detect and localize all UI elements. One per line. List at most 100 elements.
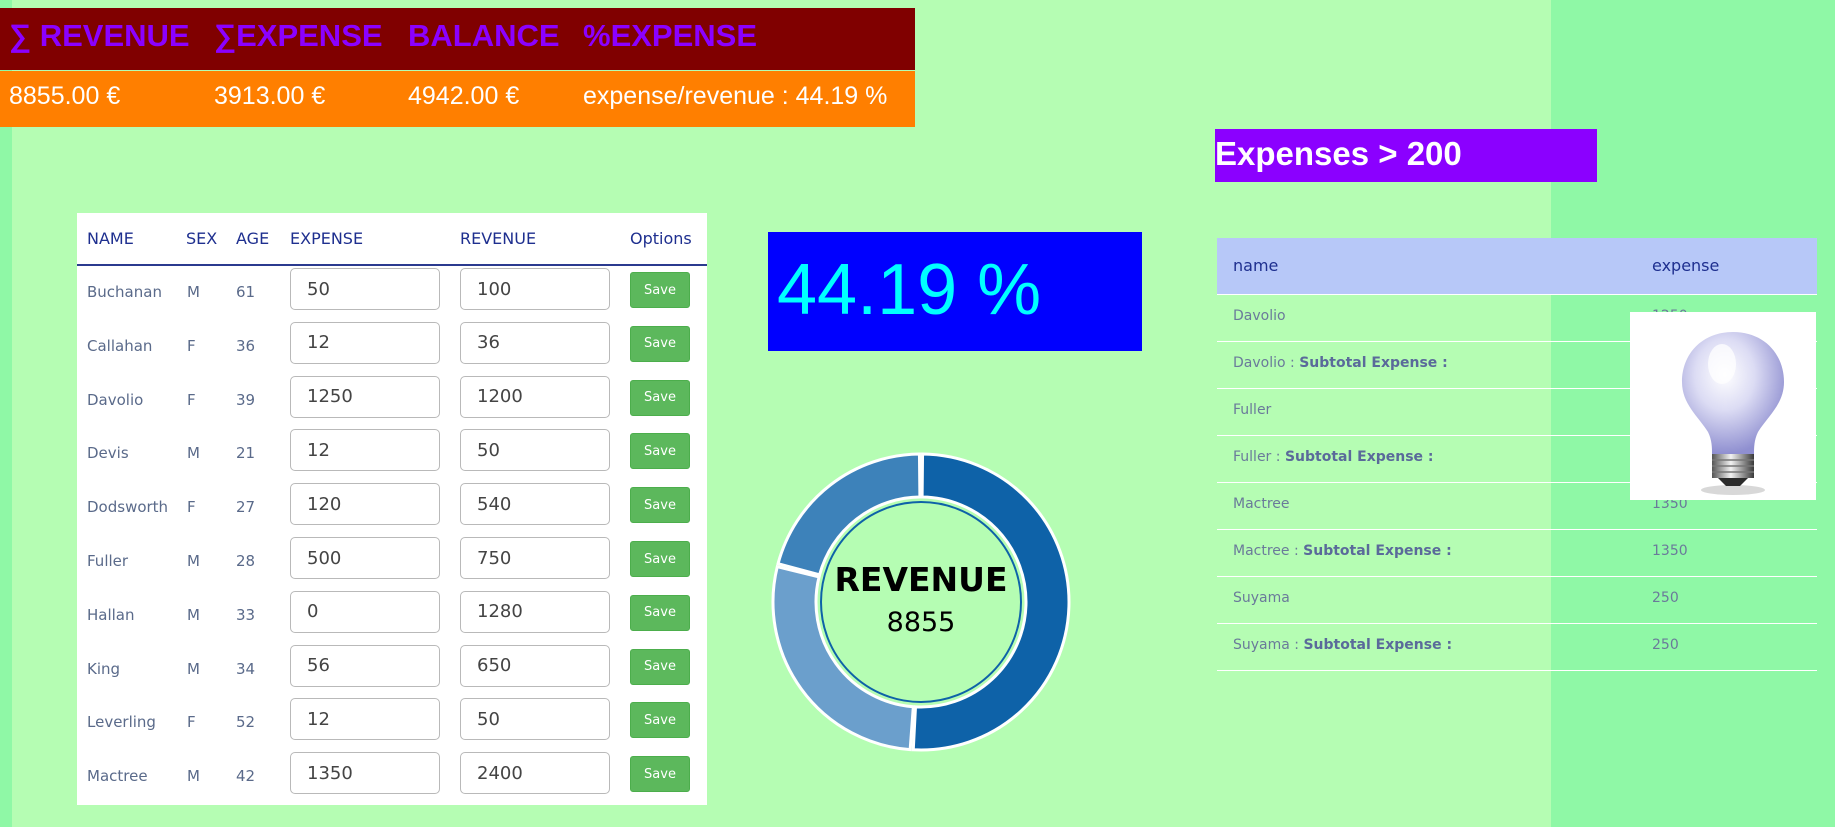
save-button[interactable]: Save <box>630 702 690 739</box>
row-age: 42 <box>236 767 256 786</box>
summary-header-expense: ∑EXPENSE <box>214 18 383 53</box>
row-age: 36 <box>236 336 256 355</box>
expenses-row-name: Suyama <box>1233 637 1290 653</box>
revenue-input[interactable] <box>460 644 610 687</box>
expenses-row-name: Fuller <box>1233 449 1272 465</box>
expenses-subtotal-row: Suyama : Subtotal Expense : 250 <box>1217 624 1817 671</box>
revenue-input[interactable] <box>460 375 610 418</box>
table-row: Leverling F 52 Save <box>77 697 707 751</box>
row-sex: M <box>187 283 200 301</box>
table-row: Davolio F 39 Save <box>77 375 707 429</box>
column-header-revenue: REVENUE <box>460 229 537 248</box>
summary-header-revenue: ∑ REVENUE <box>9 18 190 53</box>
summary-header-row: ∑ REVENUE ∑EXPENSE BALANCE %EXPENSE <box>0 8 915 70</box>
expenses-row-name: Davolio <box>1233 355 1286 371</box>
expenses-row-name: Fuller <box>1233 402 1272 418</box>
row-sex: M <box>187 552 200 570</box>
revenue-input[interactable] <box>460 321 610 364</box>
table-row: Hallan M 33 Save <box>77 590 707 644</box>
expense-percent-display: 44.19 % <box>768 232 1142 351</box>
revenue-input[interactable] <box>460 590 610 633</box>
row-age: 33 <box>236 605 256 624</box>
expenses-row-value: 250 <box>1652 590 1679 606</box>
summary-header-balance: BALANCE <box>408 18 560 53</box>
row-sex: M <box>187 659 200 678</box>
expense-input[interactable] <box>290 268 440 310</box>
expenses-row-value: 250 <box>1652 637 1679 653</box>
expenses-column-expense: expense <box>1652 256 1720 275</box>
row-sex: M <box>187 605 200 624</box>
expense-input[interactable] <box>290 698 440 741</box>
summary-values-row: 8855.00 € 3913.00 € 4942.00 € expense/re… <box>0 71 915 127</box>
row-age: 39 <box>236 390 256 409</box>
save-button[interactable]: Save <box>630 325 690 362</box>
row-age: 27 <box>236 498 256 517</box>
revenue-input[interactable] <box>460 429 610 472</box>
expenses-row-name: Mactree <box>1233 496 1290 512</box>
column-header-sex: SEX <box>186 229 218 248</box>
save-button[interactable]: Save <box>630 756 690 793</box>
save-button[interactable]: Save <box>630 379 690 416</box>
expenses-row-name-cell: Fuller : Subtotal Expense : <box>1233 449 1434 465</box>
row-sex: F <box>187 390 196 409</box>
revenue-input[interactable] <box>460 483 610 526</box>
save-button[interactable]: Save <box>630 487 690 524</box>
left-background-strip <box>0 0 12 827</box>
save-button[interactable]: Save <box>630 272 690 308</box>
donut-segment <box>776 452 922 577</box>
subtotal-label: Subtotal Expense : <box>1299 355 1448 371</box>
table-row: Mactree M 42 Save <box>77 751 707 805</box>
expenses-row: Mactree 1350 <box>1217 483 1817 530</box>
expenses-over-200-title: Expenses > 200 <box>1215 129 1597 182</box>
row-sex: M <box>187 444 200 463</box>
column-header-name: NAME <box>87 229 134 248</box>
row-name: King <box>87 659 121 678</box>
expenses-subtotal-row: Mactree : Subtotal Expense : 1350 <box>1217 530 1817 577</box>
row-name: Dodsworth <box>87 498 169 517</box>
expenses-row-value: 1350 <box>1652 496 1688 512</box>
table-row: King M 34 Save <box>77 644 707 698</box>
subtotal-label: Subtotal Expense : <box>1303 637 1453 653</box>
expense-input[interactable] <box>290 644 440 687</box>
save-button[interactable]: Save <box>630 594 690 631</box>
table-row: Buchanan M 61 Save <box>77 267 707 321</box>
row-name: Devis <box>87 444 129 463</box>
expense-input[interactable] <box>290 590 440 633</box>
expenses-row-name-cell: Davolio : Subtotal Expense : <box>1233 355 1448 371</box>
expense-input[interactable] <box>290 375 440 418</box>
expense-input[interactable] <box>290 537 440 579</box>
row-sex: M <box>187 767 200 786</box>
expense-input[interactable] <box>290 429 440 472</box>
row-sex: F <box>187 713 196 732</box>
summary-value-percent-expense: expense/revenue : 44.19 % <box>583 82 888 110</box>
expense-input[interactable] <box>290 321 440 364</box>
expenses-table-header: name expense <box>1217 238 1817 295</box>
save-button[interactable]: Save <box>630 541 690 577</box>
row-age: 28 <box>236 552 256 570</box>
row-age: 21 <box>236 444 256 463</box>
revenue-input[interactable] <box>460 268 610 310</box>
expenses-row-name-cell: Suyama <box>1233 590 1290 606</box>
subtotal-label: Subtotal Expense : <box>1303 543 1452 559</box>
row-sex: F <box>187 498 196 517</box>
expenses-row-value: 1350 <box>1652 543 1688 559</box>
expense-input[interactable] <box>290 752 440 795</box>
column-header-options: Options <box>630 229 692 248</box>
row-age: 34 <box>236 659 256 678</box>
revenue-input[interactable] <box>460 537 610 579</box>
donut-center-title: REVENUE <box>835 560 1008 599</box>
row-name: Hallan <box>87 605 135 624</box>
revenue-donut-chart: REVENUE 8855 <box>771 452 1071 752</box>
save-button[interactable]: Save <box>630 648 690 685</box>
expenses-column-name: name <box>1233 256 1279 275</box>
row-age: 52 <box>236 713 256 732</box>
row-name: Davolio <box>87 390 144 409</box>
expenses-row-name: Suyama <box>1233 590 1290 606</box>
expense-input[interactable] <box>290 483 440 526</box>
save-button[interactable]: Save <box>630 433 690 470</box>
table-row: Callahan F 36 Save <box>77 321 707 375</box>
subtotal-label: Subtotal Expense : <box>1284 449 1434 465</box>
revenue-input[interactable] <box>460 752 610 795</box>
revenue-input[interactable] <box>460 698 610 741</box>
